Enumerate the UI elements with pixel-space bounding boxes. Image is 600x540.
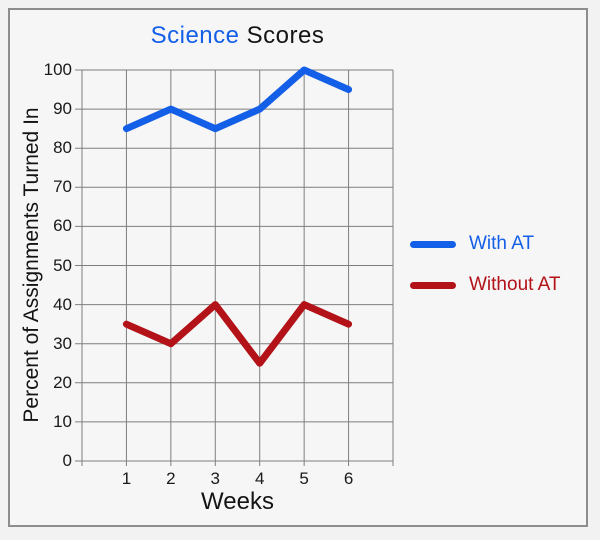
x-tick-label: 2 bbox=[166, 469, 176, 488]
y-tick-label: 40 bbox=[53, 294, 72, 314]
chart-title-highlight: Science bbox=[150, 22, 240, 49]
x-tick-label: 6 bbox=[343, 469, 354, 488]
legend-swatch-without-at bbox=[410, 281, 456, 289]
x-tick-label: 4 bbox=[254, 469, 265, 488]
series-line-with-at bbox=[122, 66, 353, 133]
legend-row: With AT bbox=[410, 230, 561, 258]
y-tick-label: 90 bbox=[53, 99, 72, 119]
y-tick-label: 60 bbox=[53, 216, 72, 236]
legend-label: With AT bbox=[469, 233, 535, 254]
x-tick-label: 3 bbox=[210, 469, 221, 488]
y-tick-label: 10 bbox=[53, 411, 72, 431]
y-tick-label: 30 bbox=[53, 333, 72, 353]
x-axis-title: Weeks bbox=[201, 488, 274, 515]
legend: With AT Without AT bbox=[410, 230, 561, 299]
y-tick-label: 80 bbox=[53, 138, 72, 158]
chart-title: Science Scores bbox=[82, 22, 393, 50]
y-tick-label: 20 bbox=[53, 372, 72, 392]
legend-label: Without AT bbox=[469, 274, 561, 295]
legend-swatch-with-at bbox=[410, 240, 456, 248]
y-tick-label: 100 bbox=[43, 60, 72, 79]
chart-panel: Science Scores Percent of Assignments Tu… bbox=[8, 8, 588, 527]
y-tick-label: 50 bbox=[53, 255, 72, 275]
x-tick-label: 5 bbox=[299, 469, 309, 488]
series-line-without-at bbox=[122, 301, 353, 367]
chart-title-rest: Scores bbox=[239, 22, 325, 49]
x-tick-label: 1 bbox=[121, 469, 132, 488]
y-tick-label: 0 bbox=[62, 451, 72, 470]
legend-row: Without AT bbox=[410, 271, 561, 299]
plot-area bbox=[75, 66, 394, 466]
y-tick-label: 70 bbox=[53, 177, 72, 197]
